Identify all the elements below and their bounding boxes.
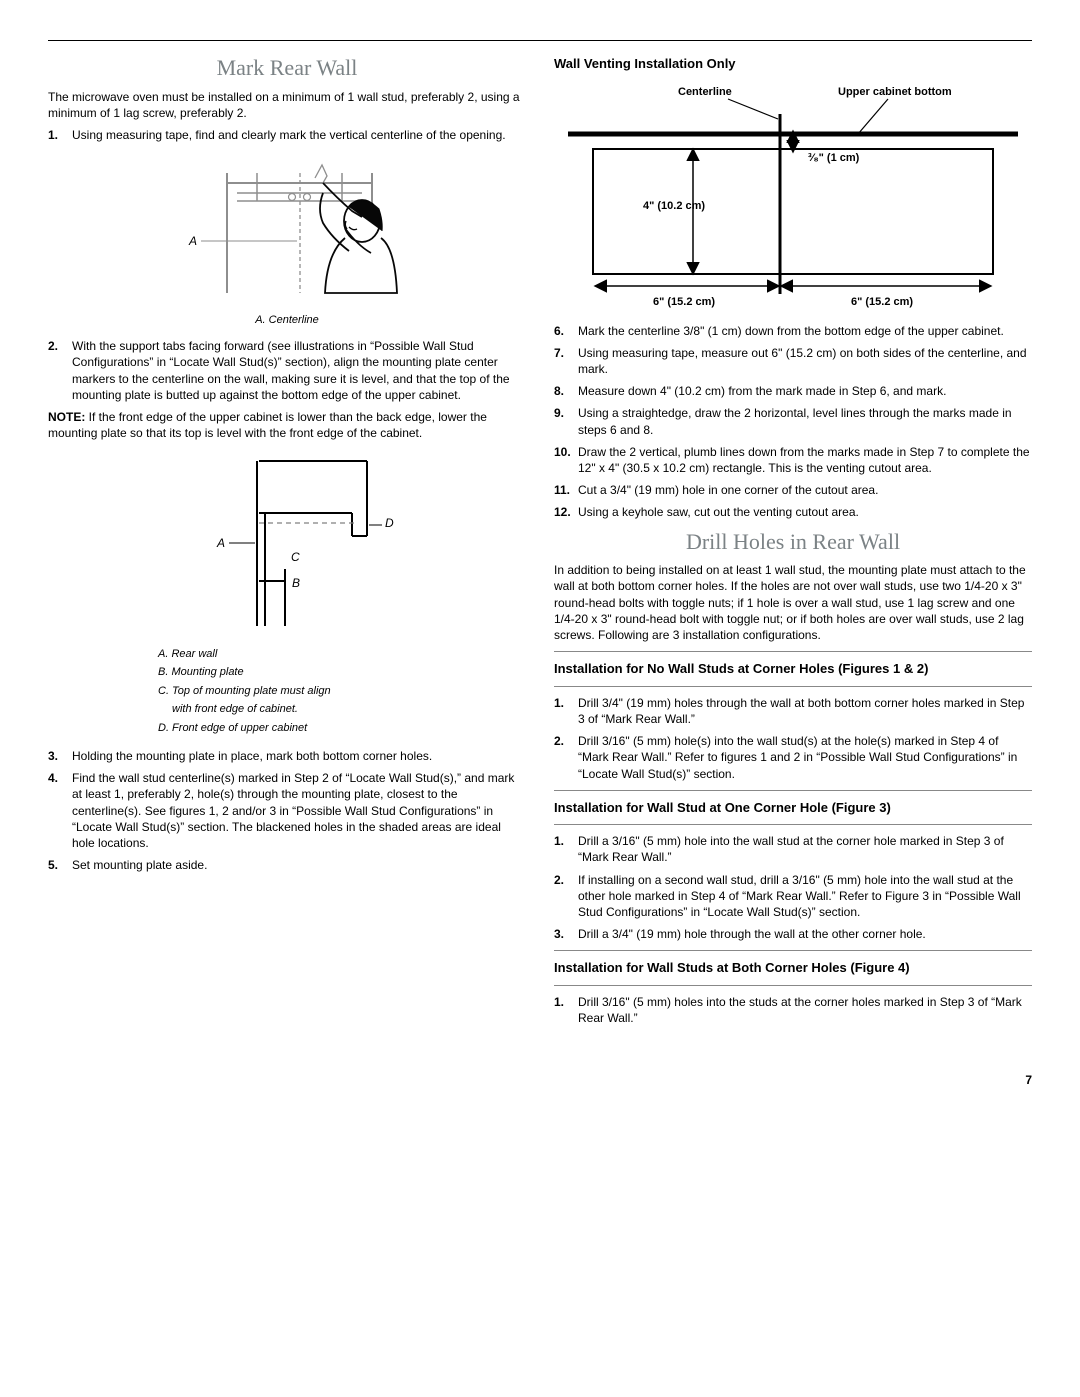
step-5: 5.Set mounting plate aside. xyxy=(48,857,526,873)
right-column: Wall Venting Installation Only Centerlin… xyxy=(554,49,1032,1032)
legend-d: D. Front edge of upper cabinet xyxy=(158,720,526,737)
fig1-caption: A. Centerline xyxy=(48,313,526,328)
legend-b: B. Mounting plate xyxy=(158,664,526,681)
sec3-title: Installation for Wall Studs at Both Corn… xyxy=(554,959,1032,977)
venting-diagram-svg: Centerline Upper cabinet bottom ³⁄₈" (1 … xyxy=(558,79,1028,309)
rule-2 xyxy=(554,790,1032,791)
mark-rear-wall-title: Mark Rear Wall xyxy=(48,53,526,83)
page-number: 7 xyxy=(48,1072,1032,1088)
svg-text:D: D xyxy=(385,516,394,530)
note-label: NOTE: xyxy=(48,410,85,424)
figure-mounting-plate: A B C D xyxy=(48,451,526,635)
wall-venting-title: Wall Venting Installation Only xyxy=(554,55,1032,73)
sec2-step-2-text: If installing on a second wall stud, dri… xyxy=(578,873,1021,919)
note: NOTE: If the front edge of the upper cab… xyxy=(48,409,526,441)
step-7-text: Using measuring tape, measure out 6" (15… xyxy=(578,346,1027,376)
fig2-legend: A. Rear wall B. Mounting plate C. Top of… xyxy=(158,646,526,737)
step-11-text: Cut a 3/4" (19 mm) hole in one corner of… xyxy=(578,483,878,497)
rule-1 xyxy=(554,651,1032,652)
sec1-step-1: 1.Drill 3/4" (19 mm) holes through the w… xyxy=(554,695,1032,727)
svg-text:B: B xyxy=(292,576,300,590)
svg-text:A: A xyxy=(216,536,225,550)
sec1-title: Installation for No Wall Studs at Corner… xyxy=(554,660,1032,678)
step-4: 4.Find the wall stud centerline(s) marke… xyxy=(48,770,526,851)
left-column: Mark Rear Wall The microwave oven must b… xyxy=(48,49,526,1032)
sec1-step-2-text: Drill 3/16" (5 mm) hole(s) into the wall… xyxy=(578,734,1017,780)
svg-text:Centerline: Centerline xyxy=(678,86,732,98)
venting-diagram: Centerline Upper cabinet bottom ³⁄₈" (1 … xyxy=(554,79,1032,313)
sec2-step-2: 2.If installing on a second wall stud, d… xyxy=(554,872,1032,921)
sec3-steps: 1.Drill 3/16" (5 mm) holes into the stud… xyxy=(554,994,1032,1026)
step-12: 12.Using a keyhole saw, cut out the vent… xyxy=(554,504,1032,520)
sec2-step-3: 3.Drill a 3/4" (19 mm) hole through the … xyxy=(554,926,1032,942)
svg-text:6" (15.2 cm): 6" (15.2 cm) xyxy=(851,296,913,308)
legend-a: A. Rear wall xyxy=(158,646,526,663)
note-text: If the front edge of the upper cabinet i… xyxy=(48,410,487,440)
sec1-step-2: 2.Drill 3/16" (5 mm) hole(s) into the wa… xyxy=(554,733,1032,782)
step-1: 1.Using measuring tape, find and clearly… xyxy=(48,127,526,143)
step-6-text: Mark the centerline 3/8" (1 cm) down fro… xyxy=(578,324,1004,338)
figure-centerline-svg: A xyxy=(137,153,437,303)
step-3-text: Holding the mounting plate in place, mar… xyxy=(72,749,432,763)
step-8: 8.Measure down 4" (10.2 cm) from the mar… xyxy=(554,383,1032,399)
step-3: 3.Holding the mounting plate in place, m… xyxy=(48,748,526,764)
drill-holes-title: Drill Holes in Rear Wall xyxy=(554,527,1032,557)
top-rule xyxy=(48,40,1032,41)
step-12-text: Using a keyhole saw, cut out the venting… xyxy=(578,505,859,519)
rule-3 xyxy=(554,950,1032,951)
rule-3b xyxy=(554,985,1032,986)
step-8-text: Measure down 4" (10.2 cm) from the mark … xyxy=(578,384,946,398)
sec3-step-1-text: Drill 3/16" (5 mm) holes into the studs … xyxy=(578,995,1022,1025)
sec2-steps: 1.Drill a 3/16" (5 mm) hole into the wal… xyxy=(554,833,1032,942)
sec2-step-1-text: Drill a 3/16" (5 mm) hole into the wall … xyxy=(578,834,1004,864)
drill-intro: In addition to being installed on at lea… xyxy=(554,562,1032,643)
step-9: 9.Using a straightedge, draw the 2 horiz… xyxy=(554,405,1032,437)
step-6: 6.Mark the centerline 3/8" (1 cm) down f… xyxy=(554,323,1032,339)
columns: Mark Rear Wall The microwave oven must b… xyxy=(48,49,1032,1032)
svg-text:³⁄₈" (1 cm): ³⁄₈" (1 cm) xyxy=(808,152,860,164)
svg-text:4" (10.2 cm): 4" (10.2 cm) xyxy=(643,200,705,212)
figure-mounting-plate-svg: A B C D xyxy=(137,451,437,631)
step-11: 11.Cut a 3/4" (19 mm) hole in one corner… xyxy=(554,482,1032,498)
sec1-step-1-text: Drill 3/4" (19 mm) holes through the wal… xyxy=(578,696,1024,726)
fig1-A: A xyxy=(188,234,197,248)
step-4-text: Find the wall stud centerline(s) marked … xyxy=(72,771,514,850)
steps-3-5: 3.Holding the mounting plate in place, m… xyxy=(48,748,526,873)
step-1-text: Using measuring tape, find and clearly m… xyxy=(72,128,506,142)
steps-6-12: 6.Mark the centerline 3/8" (1 cm) down f… xyxy=(554,323,1032,521)
legend-c1: C. Top of mounting plate must align xyxy=(158,683,526,700)
step-10: 10.Draw the 2 vertical, plumb lines down… xyxy=(554,444,1032,476)
step-2-text: With the support tabs facing forward (se… xyxy=(72,339,510,402)
rule-1b xyxy=(554,686,1032,687)
sec2-step-3-text: Drill a 3/4" (19 mm) hole through the wa… xyxy=(578,927,926,941)
rule-2b xyxy=(554,824,1032,825)
steps-2: 2.With the support tabs facing forward (… xyxy=(48,338,526,403)
figure-centerline: A A. Centerline xyxy=(48,153,526,328)
mark-rear-wall-intro: The microwave oven must be installed on … xyxy=(48,89,526,121)
svg-text:Upper cabinet bottom: Upper cabinet bottom xyxy=(838,86,952,98)
sec2-title: Installation for Wall Stud at One Corner… xyxy=(554,799,1032,817)
steps-1: 1.Using measuring tape, find and clearly… xyxy=(48,127,526,143)
step-9-text: Using a straightedge, draw the 2 horizon… xyxy=(578,406,1012,436)
step-2: 2.With the support tabs facing forward (… xyxy=(48,338,526,403)
step-7: 7.Using measuring tape, measure out 6" (… xyxy=(554,345,1032,377)
sec3-step-1: 1.Drill 3/16" (5 mm) holes into the stud… xyxy=(554,994,1032,1026)
svg-text:C: C xyxy=(291,550,300,564)
step-5-text: Set mounting plate aside. xyxy=(72,858,207,872)
sec2-step-1: 1.Drill a 3/16" (5 mm) hole into the wal… xyxy=(554,833,1032,865)
sec1-steps: 1.Drill 3/4" (19 mm) holes through the w… xyxy=(554,695,1032,782)
legend-c2: with front edge of cabinet. xyxy=(158,701,526,718)
svg-text:6" (15.2 cm): 6" (15.2 cm) xyxy=(653,296,715,308)
step-10-text: Draw the 2 vertical, plumb lines down fr… xyxy=(578,445,1030,475)
